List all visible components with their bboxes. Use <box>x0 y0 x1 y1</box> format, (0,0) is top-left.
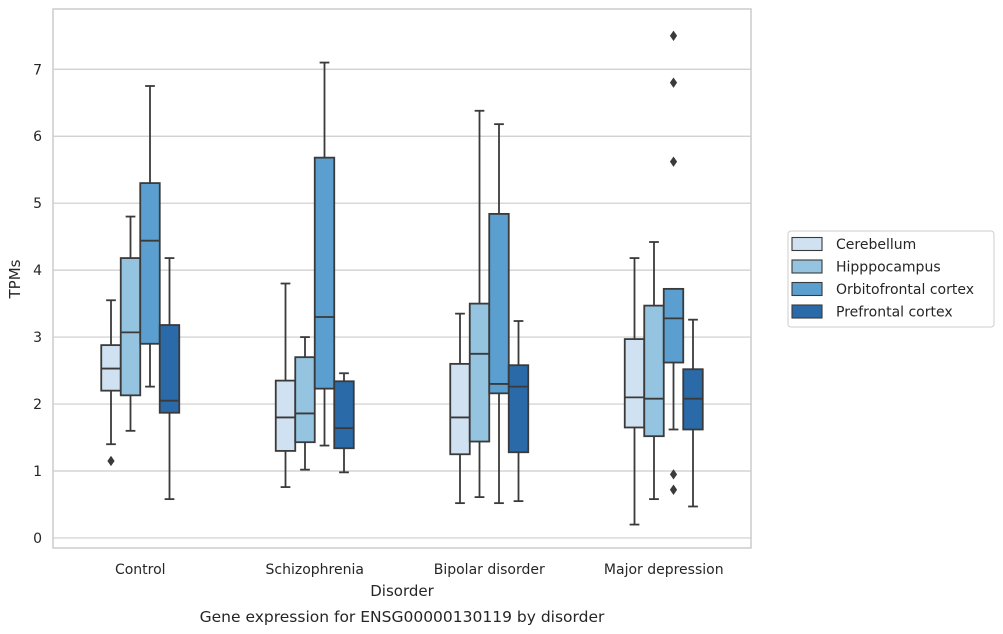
y-tick-3: 3 <box>33 330 42 346</box>
y-tick-7: 7 <box>33 62 42 78</box>
y-tick-6: 6 <box>33 129 42 145</box>
x-tick-labels: Control Schizophrenia Bipolar disorder Majo… <box>115 562 724 578</box>
box-orbitofrontal-cortex-control <box>139 85 161 388</box>
box-body <box>119 257 142 397</box>
y-axis-label: TPMs <box>6 259 24 299</box>
legend-swatch-prefrontal-cortex <box>791 304 823 319</box>
legend-label-orbitofrontal-cortex: Orbitofrontal cortex <box>836 282 974 298</box>
box-orbitofrontal-cortex-schizophrenia <box>313 61 336 447</box>
box-prefrontal-cortex-schizophrenia <box>333 372 355 474</box>
box-body <box>139 182 161 345</box>
outlier-point-2 <box>669 156 678 167</box>
box-hipppocampus-schizophrenia <box>294 336 316 471</box>
box-body <box>274 379 297 452</box>
box-hipppocampus-control <box>119 215 142 432</box>
box-body <box>449 362 471 456</box>
box-orbitofrontal-cortex-major-depression <box>662 30 685 495</box>
plot-frame <box>52 8 752 549</box>
box-prefrontal-cortex-control <box>158 257 181 501</box>
y-tick-0: 0 <box>33 531 42 547</box>
y-tick-2: 2 <box>33 397 42 413</box>
box-cerebellum-schizophrenia <box>274 282 297 488</box>
x-tick-bipolar-disorder: Bipolar disorder <box>434 562 545 578</box>
outlier-point-1 <box>669 469 678 480</box>
outlier-point-3 <box>669 77 678 88</box>
box-body <box>313 156 336 390</box>
box-cerebellum-bipolar-disorder <box>449 312 471 505</box>
legend-swatch-hipppocampus <box>791 259 823 274</box>
x-tick-major-depression: Major depression <box>604 562 724 578</box>
legend-label-hipppocampus: Hipppocampus <box>836 260 941 276</box>
box-cerebellum-major-depression <box>623 257 646 526</box>
legend-label-cerebellum: Cerebellum <box>836 237 916 253</box>
box-prefrontal-cortex-bipolar-disorder <box>507 320 530 503</box>
box-body <box>643 304 665 438</box>
legend-frame <box>787 230 995 328</box>
figure-caption: Gene expression for ENSG00000130119 by d… <box>200 608 605 626</box>
box-hipppocampus-major-depression <box>643 241 665 501</box>
y-tick-5: 5 <box>33 196 42 212</box>
legend-label-prefrontal-cortex: Prefrontal cortex <box>836 305 953 321</box>
outlier-point-4 <box>669 30 678 41</box>
legend: Cerebellum Hipppocampus Orbitofrontal cort… <box>787 230 995 328</box>
box-body <box>623 338 646 429</box>
box-hipppocampus-bipolar-disorder <box>468 109 491 499</box>
box-body <box>333 380 355 450</box>
box-body <box>662 287 685 364</box>
box-body <box>507 364 530 454</box>
box-body <box>488 212 510 395</box>
x-tick-control: Control <box>115 562 166 578</box>
x-tick-schizophrenia: Schizophrenia <box>266 562 364 578</box>
boxes-layer <box>100 30 704 526</box>
box-body <box>294 356 316 444</box>
y-tick-1: 1 <box>33 464 42 480</box>
outlier-point-0 <box>669 484 678 495</box>
outlier-point-0 <box>107 455 115 467</box>
box-body <box>158 324 181 414</box>
x-axis-label: Disorder <box>370 582 434 600</box>
box-body <box>468 302 491 443</box>
box-orbitofrontal-cortex-bipolar-disorder <box>488 123 510 505</box>
y-tick-labels: 0 1 2 3 4 5 6 7 <box>33 62 42 547</box>
legend-swatch-orbitofrontal-cortex <box>791 281 823 297</box>
legend-swatch-cerebellum <box>791 236 823 252</box>
box-cerebellum-control <box>100 299 122 467</box>
y-tick-4: 4 <box>33 263 42 279</box>
box-prefrontal-cortex-major-depression <box>682 318 704 508</box>
